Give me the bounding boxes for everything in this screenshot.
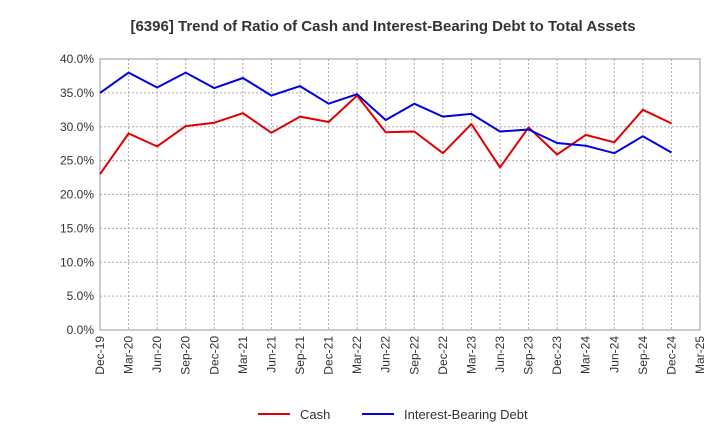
x-tick-label: Sep-24 [636,336,650,375]
grid [99,58,701,331]
x-tick-label: Sep-20 [179,336,193,375]
x-tick-label: Mar-22 [350,336,364,374]
x-axis: Dec-19 Mar-20 Jun-20 Sep-20 Dec-20 Mar-21 Jun-… [93,336,707,375]
x-tick-label: Mar-23 [464,336,478,374]
x-tick-label: Jun-24 [607,336,621,373]
y-tick-label: 35.0% [60,86,94,100]
legend-label-interest-bearing-debt: Interest-Bearing Debt [404,407,528,422]
x-tick-label: Jun-20 [150,336,164,373]
chart-title: [6396] Trend of Ratio of Cash and Intere… [130,18,635,35]
series-line-cash [99,94,672,175]
y-tick-label: 40.0% [60,52,94,66]
y-axis: 0.0% 5.0% 10.0% 15.0% 20.0% 25.0% 30.0% 35.0% 40… [60,52,94,337]
y-tick-label: 5.0% [67,289,95,303]
legend: Cash Interest-Bearing Debt [258,407,528,422]
legend-label-cash: Cash [300,407,330,422]
x-tick-label: Sep-21 [293,336,307,375]
x-tick-label: Jun-22 [379,336,393,373]
y-tick-label: 25.0% [60,154,94,168]
y-tick-label: 15.0% [60,221,94,235]
x-tick-label: Dec-24 [664,336,678,375]
y-tick-label: 0.0% [67,323,95,337]
x-tick-label: Dec-22 [436,336,450,375]
y-tick-label: 20.0% [60,188,94,202]
y-tick-label: 10.0% [60,255,94,269]
x-tick-label: Mar-21 [236,336,250,374]
series-line-interest-bearing-debt [99,71,672,155]
series-lines [99,71,672,175]
x-tick-label: Mar-24 [579,336,593,374]
x-tick-label: Mar-20 [122,336,136,374]
x-tick-label: Dec-20 [207,336,221,375]
x-tick-label: Dec-21 [322,336,336,375]
y-tick-label: 30.0% [60,120,94,134]
x-tick-label: Sep-23 [522,336,536,375]
x-tick-label: Mar-25 [693,336,707,374]
x-tick-label: Jun-23 [493,336,507,373]
x-tick-label: Sep-22 [407,336,421,375]
x-tick-label: Jun-21 [264,336,278,373]
plot-area [99,58,701,331]
x-tick-label: Dec-23 [550,336,564,375]
x-tick-label: Dec-19 [93,336,107,375]
